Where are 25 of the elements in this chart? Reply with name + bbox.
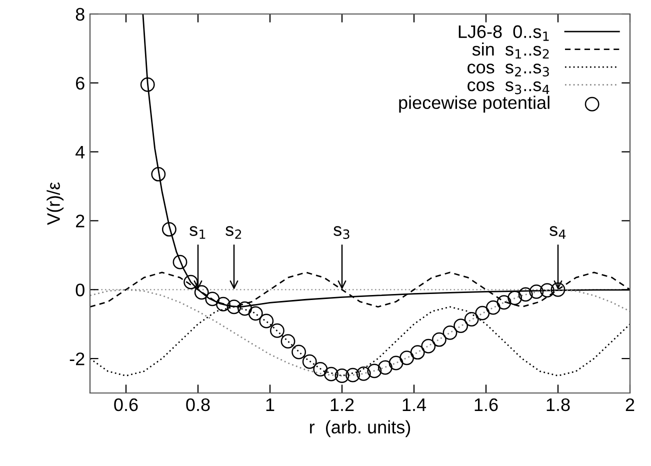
annotation: s$_{4}$ [550,226,566,239]
x-tick-label: 1 [266,398,274,411]
y-tick-label: 8 [76,8,84,21]
x-tick-label: 2 [626,398,634,411]
y-tick-label: 2 [76,214,84,228]
y-tick-label: 6 [76,76,84,90]
y-tick-label: 4 [76,146,85,158]
legend-label: sin s$_{1}$..s$_{2}$ [472,42,549,59]
x-axis-title: r (arb. units) [310,420,410,438]
annotation: s$_{1}$ [190,226,206,239]
y-axis-title: V(r)/ε [46,182,64,225]
y-tick-label: -2 [70,352,84,366]
legend-label: cos s$_{2}$..s$_{3}$ [468,64,549,76]
x-tick-label: 0.8 [186,398,210,412]
x-tick-label: 1.8 [546,398,570,412]
legend-label: LJ6-8 0..s$_{1}$ [458,25,549,41]
x-tick-label: 0.6 [114,398,138,412]
annotation: s$_{3}$ [334,226,350,239]
y-tick-label: 0 [76,284,84,296]
legend-label: piecewise potential [399,96,550,113]
x-tick-label: 1.4 [402,398,426,411]
annotation: s$_{2}$ [226,226,242,239]
x-tick-label: 1.2 [330,398,354,411]
legend-label: cos s$_{3}$..s$_{4}$ [468,81,550,94]
x-tick-label: 1.6 [474,398,498,412]
